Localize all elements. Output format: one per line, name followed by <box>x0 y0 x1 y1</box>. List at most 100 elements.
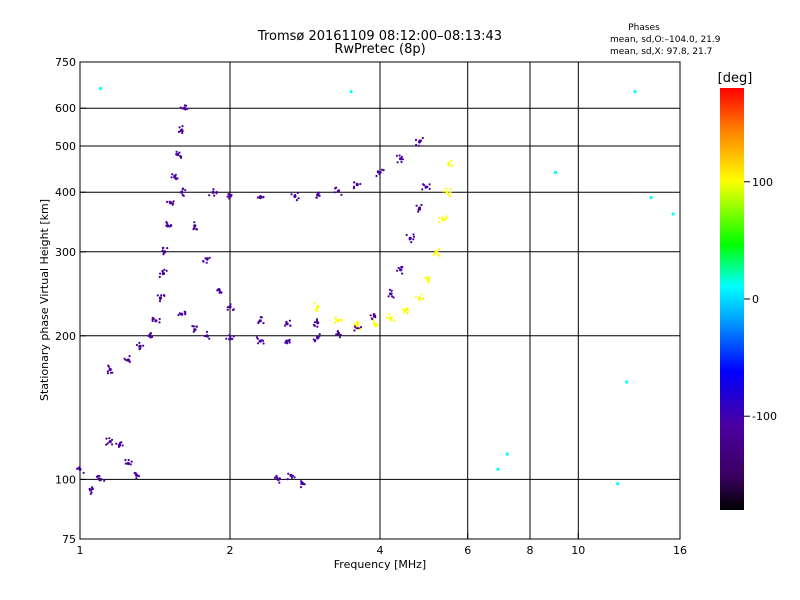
scatter-point <box>449 187 452 191</box>
scatter-point <box>290 193 293 196</box>
scatter-point <box>428 183 431 186</box>
scatter-point <box>400 155 403 158</box>
scatter-point <box>388 288 391 291</box>
scatter-point <box>111 438 114 441</box>
scatter-point <box>334 316 337 319</box>
scatter-point <box>441 216 444 219</box>
scatter-point <box>179 106 182 109</box>
scatter-point <box>135 343 138 347</box>
scatter-point <box>553 170 558 175</box>
scatter-point <box>415 204 418 207</box>
scatter-point <box>168 200 171 203</box>
scatter-point <box>138 348 141 351</box>
scatter-point <box>138 341 141 344</box>
scatter-point <box>388 317 392 320</box>
scatter-point <box>193 224 197 228</box>
chart-title: Tromsø 20161109 08:12:00–08:13:43 <box>257 29 502 44</box>
scatter-point <box>424 276 427 280</box>
scatter-point <box>147 334 150 337</box>
scatter-point <box>108 440 112 444</box>
scatter-point <box>417 144 420 147</box>
scatter-point <box>193 226 196 230</box>
scatter-point <box>303 483 306 486</box>
scatter-point <box>372 319 375 322</box>
scatter-point <box>288 339 291 342</box>
scatter-point <box>108 437 111 440</box>
scatter-point <box>217 288 220 291</box>
scatter-point <box>195 325 198 328</box>
scatter-point <box>256 196 259 199</box>
scatter-point <box>211 191 214 194</box>
scatter-point <box>336 190 339 193</box>
scatter-point <box>315 335 319 338</box>
scatter-point <box>445 215 448 218</box>
scatter-point <box>390 292 393 295</box>
scatter-point <box>357 322 360 325</box>
scatter-point <box>194 328 197 331</box>
scatter-point <box>349 90 353 94</box>
x-tick-label: 4 <box>377 544 384 557</box>
scatter-point <box>316 321 320 325</box>
scatter-point <box>390 289 393 292</box>
scatter-point <box>171 173 174 176</box>
scatter-point <box>178 126 181 129</box>
scatter-point <box>401 272 404 275</box>
scatter-point <box>218 291 221 294</box>
scatter-point <box>296 191 299 194</box>
scatter-point <box>300 482 303 485</box>
chart-subtitle: RwPretec (8p) <box>334 42 425 57</box>
scatter-point <box>414 295 417 298</box>
scatter-point <box>228 333 231 337</box>
scatter-point <box>186 107 189 110</box>
scatter-point <box>353 181 356 184</box>
scatter-point <box>151 316 154 319</box>
scatter-point <box>191 325 194 328</box>
scatter-point <box>257 321 260 325</box>
scatter-point <box>395 154 398 157</box>
scatter-point <box>299 486 303 489</box>
scatter-point <box>447 193 450 196</box>
scatter-point <box>179 156 183 159</box>
scatter-point <box>195 228 198 231</box>
scatter-point <box>317 191 320 195</box>
scatter-point <box>649 195 653 200</box>
scatter-point <box>418 139 421 142</box>
scatter-point <box>158 321 161 324</box>
scatter-point <box>671 212 675 216</box>
scatter-point <box>441 218 445 222</box>
scatter-point <box>369 314 372 317</box>
scatter-point <box>374 316 377 319</box>
scatter-point <box>297 197 300 200</box>
scatter-point <box>449 191 452 194</box>
scatter-point <box>232 335 235 338</box>
scatter-point <box>161 246 164 250</box>
scatter-point <box>90 491 93 494</box>
y-tick-label: 600 <box>55 102 76 115</box>
scatter-point <box>286 342 289 345</box>
scatter-point <box>166 200 169 203</box>
scatter-point <box>105 443 108 446</box>
scatter-point <box>151 335 154 338</box>
scatter-point <box>97 477 100 480</box>
colorbar-gradient <box>720 88 744 510</box>
y-tick-label: 75 <box>62 533 76 546</box>
scatter-point <box>163 268 166 271</box>
scatter-point <box>313 302 316 305</box>
scatter-point <box>448 163 451 166</box>
scatter-point <box>226 308 229 311</box>
scatter-point <box>91 487 94 491</box>
scatter-point <box>105 437 108 440</box>
scatter-point <box>206 258 209 261</box>
scatter-point <box>316 304 319 307</box>
scatter-point <box>374 323 377 326</box>
scatter-point <box>451 164 454 168</box>
scatter-point <box>290 474 293 478</box>
scatter-point <box>184 104 188 107</box>
scatter-point <box>128 355 131 358</box>
scatter-point <box>165 224 168 227</box>
scatter-point <box>179 191 182 194</box>
scatter-point <box>124 462 127 465</box>
x-tick-label: 10 <box>571 544 585 557</box>
scatter-point <box>355 182 359 185</box>
scatter-point <box>375 174 378 178</box>
